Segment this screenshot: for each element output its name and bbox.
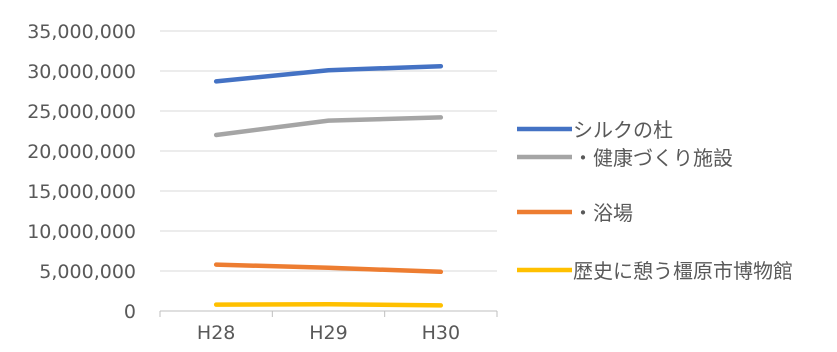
series-lines — [213, 63, 444, 308]
series-line-4 — [213, 301, 444, 308]
legend-label-3: ・浴場 — [573, 201, 633, 225]
legend-label-1: シルクの杜 — [573, 118, 673, 142]
x-axis-tick-labels: H28 H29 H30 — [197, 322, 460, 344]
series-line-2 — [213, 115, 444, 138]
legend-label-2: ・健康づくり施設 — [573, 146, 733, 170]
x-tick-label: H28 — [197, 322, 235, 344]
y-tick-label: 5,000,000 — [39, 261, 136, 283]
gridlines — [160, 30, 497, 272]
y-axis-tick-labels: 0 5,000,000 10,000,000 15,000,000 20,000,000… — [27, 21, 136, 323]
axes — [159, 310, 498, 317]
y-tick-label: 0 — [124, 301, 136, 323]
y-tick-label: 20,000,000 — [27, 141, 136, 163]
y-tick-label: 30,000,000 — [27, 61, 136, 83]
y-tick-label: 10,000,000 — [27, 221, 136, 243]
series-line-3 — [213, 262, 444, 275]
legend-label-4: 歴史に憩う橿原市博物館 — [573, 259, 793, 283]
x-tick-label: H30 — [422, 322, 460, 344]
y-tick-label: 15,000,000 — [27, 181, 136, 203]
y-tick-label: 25,000,000 — [27, 101, 136, 123]
y-tick-label: 35,000,000 — [27, 21, 136, 43]
x-tick-label: H29 — [309, 322, 347, 344]
series-line-1 — [213, 63, 444, 84]
